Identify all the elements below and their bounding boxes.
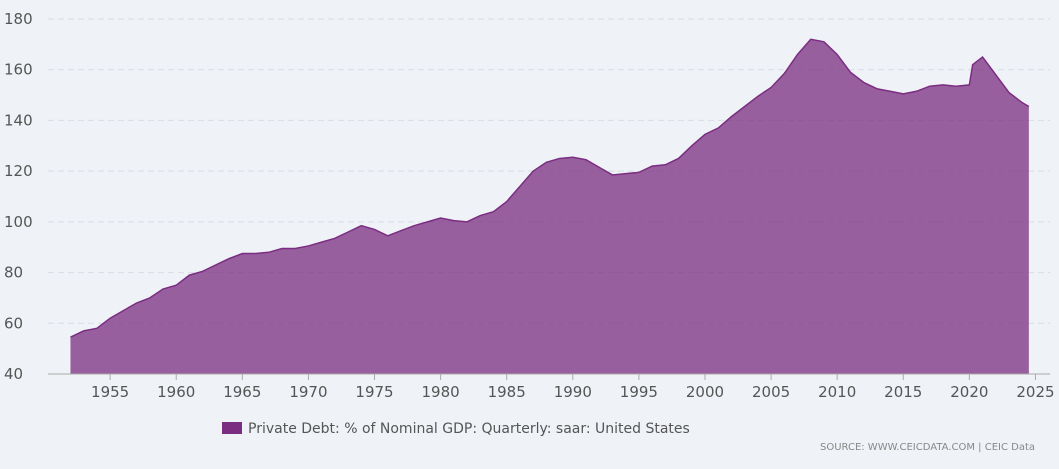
legend-swatch [222,422,242,434]
area-line [70,38,1030,338]
area [70,39,1029,375]
source: SOURCE: WWW.CEICDATA.COM | CEIC Data [820,442,1035,453]
x-tick-label: 1990 [554,383,592,401]
x-tick-label: 1985 [488,383,526,401]
x-tick-label: 1995 [620,383,658,401]
y-tick-label: 80 [4,264,23,282]
y-tick-label: 100 [4,213,33,231]
x-tick-label: 2020 [950,383,988,401]
y-tick-label: 160 [4,61,33,79]
x-tick-label: 1955 [91,383,129,401]
x-tick-label: 2015 [884,383,922,401]
x-tick-label: 2010 [818,383,856,401]
x-tick-label: 1960 [157,383,195,401]
x-tick-label: 1970 [289,383,327,401]
y-tick-label: 120 [4,162,33,180]
x-tick-label: 1980 [422,383,460,401]
x-tick-label: 1975 [355,383,393,401]
x-tick-label: 2025 [1016,383,1054,401]
x-tick-label: 1965 [223,383,261,401]
x-tick-label: 2005 [752,383,790,401]
x-tick-label: 2000 [686,383,724,401]
y-tick-label: 180 [4,10,33,28]
y-tick-label: 140 [4,111,33,129]
y-tick-label: 40 [4,365,23,383]
y-tick-label: 60 [4,314,23,332]
legend-label: Private Debt: % of Nominal GDP: Quarterl… [248,421,690,437]
